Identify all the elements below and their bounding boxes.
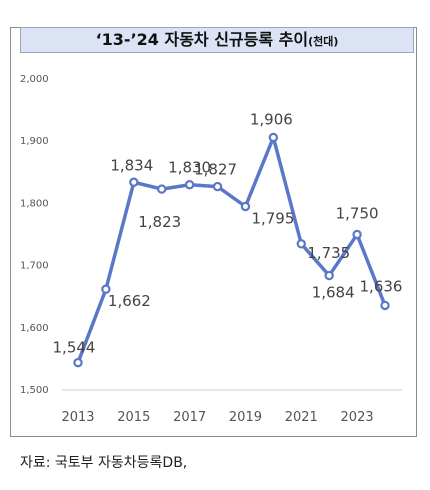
data-label: 1,795 [251, 210, 294, 228]
data-label: 1,684 [312, 284, 355, 302]
y-tick-label: 1,500 [20, 385, 49, 396]
chart-title: ‘13-’24 자동차 신규등록 추이 [95, 30, 309, 49]
data-point [157, 184, 167, 194]
data-point [212, 181, 223, 192]
x-tick-label: 2021 [285, 410, 318, 425]
data-label: 1,662 [108, 292, 151, 310]
chart-title-bar: ‘13-’24 자동차 신규등록 추이(천대) [20, 27, 414, 53]
source-note: 자료: 국토부 자동차등록DB, [20, 455, 188, 471]
data-label: 1,636 [360, 277, 403, 295]
y-tick-label: 1,600 [20, 323, 49, 334]
chart-frame [10, 27, 417, 437]
x-tick-label: 2015 [117, 410, 150, 425]
series-line [76, 135, 387, 364]
data-point [380, 300, 390, 311]
x-axis-ticks: 2013 2015 2017 2019 2021 2023 [61, 410, 373, 425]
y-tick-label: 2,000 [20, 74, 49, 85]
x-tick-label: 2017 [173, 410, 206, 425]
data-point [184, 180, 195, 190]
x-tick-label: 2019 [229, 410, 262, 425]
data-point [101, 284, 111, 294]
data-point [129, 177, 139, 187]
y-tick-label: 1,800 [20, 198, 49, 209]
data-point [324, 270, 334, 281]
data-point [268, 132, 279, 143]
data-point [352, 229, 362, 240]
data-label: 1,750 [336, 205, 379, 223]
y-axis-ticks: 1,500 1,600 1,700 1,800 1,900 2,000 [20, 74, 49, 396]
x-tick-label: 2023 [341, 410, 374, 425]
data-point [296, 239, 306, 249]
data-point [73, 357, 83, 368]
data-points [73, 132, 390, 368]
data-label: 1,735 [307, 244, 350, 262]
x-tick-label: 2013 [61, 410, 94, 425]
y-tick-label: 1,700 [20, 261, 49, 272]
y-tick-label: 1,900 [20, 136, 49, 147]
data-label: 1,544 [53, 339, 96, 357]
chart-title-unit: (천대) [308, 35, 339, 48]
data-label: 1,827 [194, 161, 237, 179]
data-label: 1,906 [250, 110, 293, 128]
data-label: 1,830 [168, 159, 211, 177]
data-label: 1,823 [138, 213, 181, 231]
data-label: 1,834 [110, 156, 153, 174]
data-point [240, 201, 251, 212]
